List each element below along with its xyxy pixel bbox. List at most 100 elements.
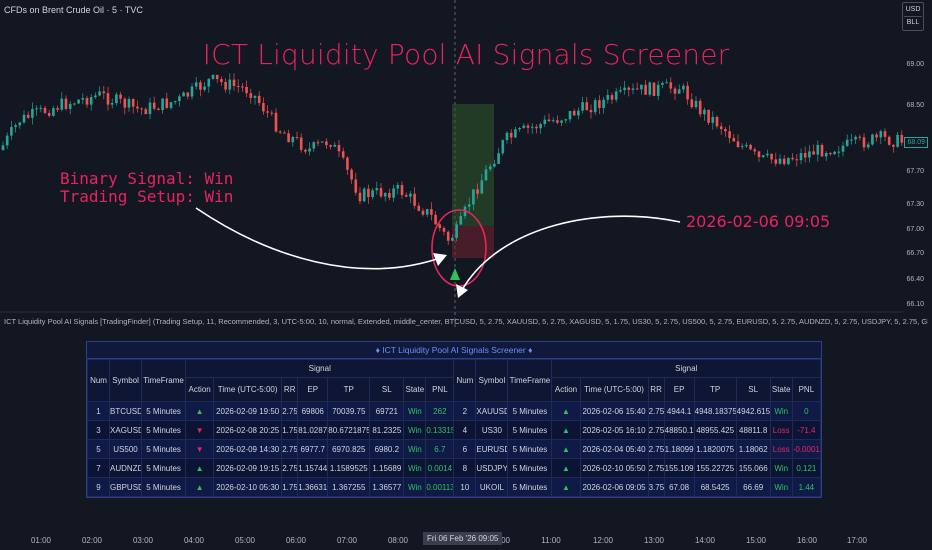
cell-time: 2026-02-09 14:30 (213, 439, 283, 459)
indicator-settings-line[interactable]: ICT Liquidity Pool AI Signals [TradingFi… (4, 317, 928, 326)
trading-setup-text: Trading Setup: Win (60, 187, 234, 206)
cell-time: 2026-02-06 15:40 (579, 401, 649, 421)
currency-unit-box[interactable]: USD BLL (902, 2, 924, 31)
col-symbol: Symbol (475, 359, 509, 402)
cell-pnl: 6.7 (425, 439, 455, 459)
time-tick-label: 01:00 (30, 536, 52, 545)
cell-sl: 155.066 (735, 458, 771, 478)
cell-symbol: GBPUSD (109, 477, 143, 497)
cell-symbol: US30 (475, 420, 509, 440)
time-tick-label: 05:00 (234, 536, 256, 545)
cell-rr: 2.75 (647, 439, 665, 459)
cell-state: Win (403, 477, 427, 497)
cell-pnl: -71.4 (791, 420, 822, 440)
cell-num: 9 (86, 477, 111, 497)
cell-symbol: BTCUSD (109, 401, 143, 421)
col-timeframe: TimeFrame (507, 359, 553, 402)
cell-symbol: US500 (109, 439, 143, 459)
screener-rows: 1 BTCUSD 5 Minutes ▲ 2026-02-09 19:50 2.75 698… (86, 401, 822, 497)
cell-symbol: XAUUSD (475, 401, 509, 421)
time-tick-label: 07:00 (336, 536, 358, 545)
col-symbol: Symbol (109, 359, 143, 402)
cell-state: Win (403, 401, 427, 421)
signal-datetime-annotation: 2026-02-06 09:05 (686, 212, 831, 231)
cell-tp: 1.1820075 (693, 439, 737, 459)
symbol-title[interactable]: CFDs on Brent Crude Oil · 5 · TVC (4, 5, 143, 15)
price-tick-label: 69.00 (906, 61, 924, 68)
cell-sl: 48811.8 (735, 420, 771, 440)
cell-symbol: AUDNZD (109, 458, 143, 478)
cell-rr: 2.75 (281, 401, 299, 421)
time-tick-label: 08:00 (387, 536, 409, 545)
price-tick-label: 67.70 (906, 168, 924, 175)
cell-num: 3 (86, 420, 111, 440)
cell-sl: 1.15689 (369, 458, 405, 478)
cell-num: 2 (453, 401, 477, 421)
take-profit-zone (452, 104, 494, 226)
cell-num: 7 (86, 458, 111, 478)
binary-signal-text: Binary Signal: Win (60, 169, 234, 188)
cell-action: ▲ (551, 439, 581, 459)
cell-tf: 5 Minutes (507, 477, 553, 497)
cell-tp: 70039.75 (327, 401, 371, 421)
cell-pnl: -0.00016 (791, 439, 822, 459)
col-rr: RR (281, 377, 299, 402)
cell-sl: 1.36577 (369, 477, 405, 497)
cell-state: Win (403, 458, 427, 478)
current-price-label: 68.09 (904, 137, 928, 148)
cell-rr: 2.75 (647, 458, 665, 478)
right-annotation-arrow (461, 215, 681, 291)
cell-sl: 4942.615 (735, 401, 771, 421)
cell-action: ▲ (185, 477, 215, 497)
time-tick-label: 15:00 (745, 536, 767, 545)
cell-action: ▲ (551, 401, 581, 421)
cell-tf: 5 Minutes (141, 458, 187, 478)
cell-sl: 66.69 (735, 477, 771, 497)
cell-rr: 1.75 (281, 477, 299, 497)
left-arrow-head-icon (433, 253, 447, 266)
time-tick-label: 02:00 (81, 536, 103, 545)
cell-sl: 6980.2 (369, 439, 405, 459)
col-sl: SL (369, 377, 405, 402)
cell-ep: 4944.1 (663, 401, 695, 421)
col-timeframe: TimeFrame (141, 359, 187, 402)
candlestick-series (1, 73, 904, 245)
cell-pnl: 0 (791, 401, 822, 421)
time-tick-label: 16:00 (796, 536, 818, 545)
cell-tp: 1.367255 (327, 477, 371, 497)
cell-time: 2026-02-10 05:50 (579, 458, 649, 478)
time-tick-label: 13:00 (643, 536, 665, 545)
cell-ep: 1.15744 (297, 458, 329, 478)
cell-pnl: 0.0014 (425, 458, 455, 478)
time-tick-label: 04:00 (183, 536, 205, 545)
table-row: 5 US500 5 Minutes ▼ 2026-02-09 14:30 2.75 6977… (86, 439, 822, 459)
price-tick-label: 66.10 (906, 301, 924, 308)
cell-ep: 155.109 (663, 458, 695, 478)
cell-sl: 69721 (369, 401, 405, 421)
price-chart[interactable] (0, 0, 932, 330)
cell-ep: 69806 (297, 401, 329, 421)
cell-tp: 6970.825 (327, 439, 371, 459)
cell-action: ▲ (551, 420, 581, 440)
col-pnl: PNL (425, 377, 455, 402)
cell-tp: 1.1589525 (327, 458, 371, 478)
price-tick-label: 67.30 (906, 201, 924, 208)
table-row: 1 BTCUSD 5 Minutes ▲ 2026-02-09 19:50 2.75 698… (86, 401, 822, 421)
cell-pnl: 0.121 (791, 458, 822, 478)
cell-action: ▲ (551, 477, 581, 497)
col-time: Time (UTC-5:00) (213, 377, 283, 402)
cell-tp: 68.5425 (693, 477, 737, 497)
cell-ep: 1.36631 (297, 477, 329, 497)
right-arrow-head-icon (456, 284, 468, 298)
cell-num: 6 (453, 439, 477, 459)
col-action: Action (185, 377, 215, 402)
time-tick-label: 11:00 (541, 536, 561, 545)
result-annotation: Binary Signal: Win Trading Setup: Win (60, 170, 233, 206)
cell-num: 5 (86, 439, 111, 459)
cell-action: ▼ (185, 420, 215, 440)
col-time: Time (UTC-5:00) (579, 377, 649, 402)
cell-time: 2026-02-10 05:30 (213, 477, 283, 497)
cell-symbol: USDJPY (475, 458, 509, 478)
cell-tp: 48955.425 (693, 420, 737, 440)
cell-ep: 6977.7 (297, 439, 329, 459)
